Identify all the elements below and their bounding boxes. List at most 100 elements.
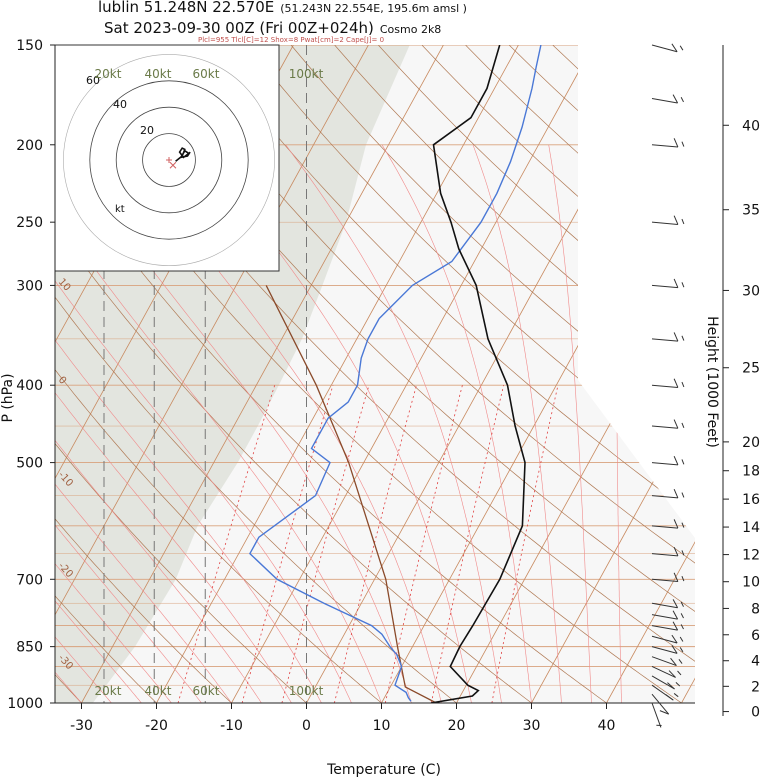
wind-barb [651, 634, 684, 644]
moist-adiabat [123, 144, 442, 703]
pressure-tick-label: 1000 [7, 696, 43, 712]
dry-adiabat [55, 45, 682, 703]
moist-adiabat [55, 328, 202, 703]
moist-adiabat-label: 20 [635, 430, 661, 456]
dry-adiabat [290, 45, 695, 703]
pressure-tick-label: 500 [16, 456, 43, 472]
wind-speed-label-bottom: 20kt [95, 684, 122, 698]
moist-adiabat [55, 248, 292, 703]
height-tick-label: 18 [742, 464, 760, 480]
wind-barbs [651, 43, 685, 728]
moist-adiabat [472, 144, 562, 703]
moist-adiabat [55, 144, 382, 703]
height-tick-label: 0 [751, 705, 760, 721]
y-axis-label: P (hPa) [0, 373, 16, 422]
moist-adiabat [55, 371, 142, 703]
temperature-line [430, 45, 526, 703]
moist-adiabat [285, 144, 502, 703]
hodograph: 20 40 60 kt [54, 44, 280, 272]
temperature-tick-label: 40 [598, 718, 616, 734]
height-tick-label: 12 [742, 548, 760, 564]
wind-barb [651, 546, 685, 557]
wind-speed-label-top: 20kt [95, 67, 122, 81]
height-tick-label: 10 [742, 575, 760, 591]
dry-adiabat [116, 45, 695, 703]
mixing-ratio-label: 3 [284, 704, 297, 716]
moist-adiabat [381, 144, 532, 703]
wind-barb [651, 138, 685, 148]
wind-barb [651, 215, 685, 225]
moist-adiabat-label: 10 [578, 188, 604, 214]
wind-barb [651, 378, 685, 388]
dry-adiabat [55, 45, 532, 703]
dry-adiabat [55, 45, 232, 703]
mixing-ratio-label: 2 [243, 704, 256, 716]
height-tick-label: 4 [751, 654, 760, 670]
hodograph-ring [63, 54, 275, 266]
wind-barb [651, 455, 685, 466]
moist-adiabat [55, 393, 112, 703]
dry-adiabat [55, 45, 157, 703]
dry-adiabat [55, 45, 457, 703]
hodograph-ring-label: 20 [140, 124, 154, 137]
pressure-tick-label: 150 [16, 38, 43, 54]
moist-adiabat-lines [55, 144, 622, 703]
isotherm [81, 45, 444, 703]
wind-speed-label-top: 100kt [289, 67, 324, 81]
hodograph-rings [63, 54, 275, 266]
hodograph-unit: kt [115, 204, 125, 215]
pressure-axis: 1000 850 700 500 400 300 250 200 150 [7, 38, 56, 712]
x-axis-label: Temperature (C) [326, 762, 441, 778]
temperature-tick-label: 20 [448, 718, 466, 734]
moist-adiabat-label: 20 [577, 82, 603, 108]
temperature-tick-label: 0 [302, 718, 311, 734]
moist-adiabat [197, 144, 472, 703]
mixing-ratio-label: 20 [491, 701, 507, 718]
height-tick-label: 30 [742, 283, 760, 299]
mixing-ratio-line [430, 385, 505, 703]
wind-barb [651, 702, 662, 728]
temperature-tick-label: -10 [220, 718, 243, 734]
storm-motion-marker [166, 157, 177, 169]
wind-barb [651, 645, 684, 654]
wind-barb [651, 572, 685, 583]
isotherm [156, 45, 519, 703]
wind-barb [651, 43, 684, 53]
height-axis: 0 2 4 6 8 10 12 14 16 18 20 25 30 35 40 [722, 45, 760, 721]
station-coords: (51.243N 22.554E, 195.6m amsl ) [280, 2, 467, 15]
wind-speed-label-top: 60kt [193, 67, 220, 81]
wind-barb [651, 656, 683, 667]
hodograph-ring [142, 133, 196, 187]
moist-adiabat [55, 273, 262, 703]
dry-adiabat [72, 45, 695, 703]
hodograph-ring-label: 40 [113, 98, 127, 111]
height-tick-label: 8 [751, 601, 760, 617]
wind-speed-lines [103, 45, 307, 703]
isotherm [55, 45, 369, 703]
mixing-ratio-label: 1 [177, 704, 190, 716]
height-axis-label: Height (1000 Feet) [704, 316, 720, 448]
dry-adiabat [55, 45, 607, 703]
hodograph-ring [115, 106, 223, 214]
mixing-ratio-label: 5 [334, 704, 347, 716]
wind-barb [651, 666, 682, 678]
moist-adiabat [55, 185, 352, 703]
hodograph-ring-label: 60 [86, 74, 100, 87]
wind-speed-label-bottom: 60kt [193, 684, 220, 698]
pressure-tick-label: 850 [16, 640, 43, 656]
wind-barb [651, 489, 685, 499]
dry-adiabat [247, 45, 695, 703]
model-name: Cosmo 2k8 [380, 23, 441, 36]
sounding-indices: Plcl=955 Tlcl[C]=12 Shox=8 Pwat[cm]=2 Ca… [198, 36, 384, 44]
height-tick-label: 35 [742, 203, 760, 219]
moist-adiabat-label: 30 [673, 478, 699, 504]
height-tick-label: 14 [742, 520, 760, 536]
pressure-tick-label: 250 [16, 215, 43, 231]
wind-barb [651, 693, 670, 715]
height-tick-label: 2 [751, 679, 760, 695]
mixing-ratio-line [177, 385, 276, 703]
temperature-tick-label: -20 [145, 718, 168, 734]
height-tick-label: 6 [751, 628, 760, 644]
forecast-time: Sat 2023-09-30 00Z (Fri 00Z+024h) Cosmo 2… [104, 19, 441, 37]
